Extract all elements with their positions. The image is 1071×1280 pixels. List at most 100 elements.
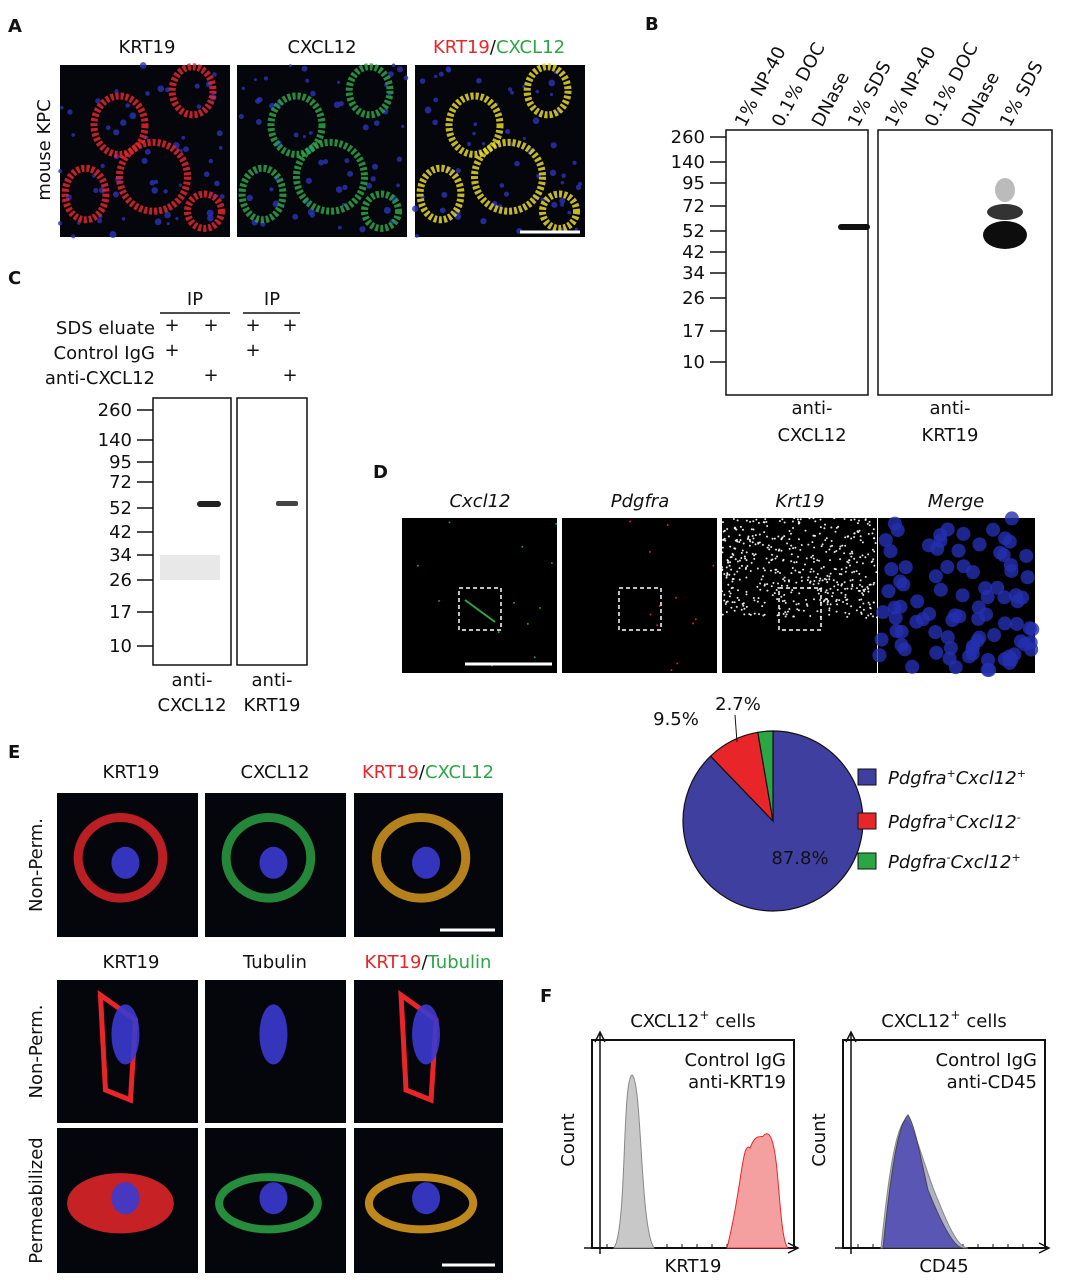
signal: [842, 601, 845, 604]
signal: [768, 548, 771, 551]
signal: [849, 552, 852, 555]
sign: +: [282, 315, 297, 336]
row-label: Non-Perm.: [26, 1004, 47, 1098]
cell-ring: [471, 138, 546, 215]
signal: [905, 659, 920, 674]
signal: [782, 578, 785, 581]
signal: [898, 560, 913, 575]
title-part: CXCL12: [496, 37, 565, 58]
signal: [721, 566, 724, 569]
signal: [721, 521, 724, 524]
signal: [752, 528, 755, 531]
column-title: Merge: [928, 491, 985, 512]
signal: [729, 545, 732, 548]
panel-label: E: [8, 742, 20, 763]
column-title: KRT19: [103, 762, 160, 783]
signal: [818, 588, 821, 591]
nucleus: [113, 129, 120, 136]
nucleus: [433, 97, 439, 103]
inset-box: [778, 587, 822, 631]
signal: [783, 599, 786, 602]
signal: [791, 589, 794, 592]
nucleus: [403, 75, 409, 81]
signal: [835, 598, 838, 601]
signal: [829, 603, 832, 606]
nucleus: [216, 130, 223, 137]
signal: [830, 526, 833, 529]
nucleus: [241, 86, 245, 91]
nucleus: [574, 227, 578, 231]
nucleus: [412, 205, 419, 212]
column-title: Pdgfra: [611, 491, 669, 512]
signal: [726, 600, 729, 603]
marker-label: 26: [109, 570, 132, 591]
nucleus: [308, 131, 313, 135]
signal: [712, 564, 715, 567]
nucleus: [71, 234, 76, 239]
nucleus: [288, 64, 292, 68]
signal: [883, 544, 898, 559]
signal: [811, 554, 814, 557]
signal: [853, 518, 856, 521]
nucleus: [259, 846, 288, 879]
signal: [810, 556, 813, 559]
row-label: anti-CXCL12: [45, 368, 155, 389]
signal: [746, 538, 749, 541]
nucleus: [412, 1182, 441, 1215]
signal: [875, 616, 878, 619]
signal: [666, 524, 669, 527]
signal: [751, 534, 754, 537]
signal: [810, 568, 813, 571]
signal: [811, 541, 814, 544]
signal: [825, 550, 828, 553]
nucleus: [179, 149, 183, 153]
signal: [824, 591, 827, 594]
nucleus: [157, 85, 165, 93]
signal: [861, 562, 864, 565]
signal: [844, 593, 847, 596]
nucleus: [305, 177, 312, 184]
nucleus: [183, 146, 189, 153]
nucleus: [178, 183, 182, 187]
signal: [770, 585, 773, 588]
signal: [765, 557, 768, 560]
signal: [725, 576, 728, 579]
signal: [1003, 558, 1018, 573]
signal: [809, 570, 812, 573]
signal: [870, 561, 873, 564]
signal: [875, 571, 878, 574]
signal: [860, 598, 863, 601]
signal: [825, 589, 828, 592]
signal: [843, 517, 846, 520]
marker-label: 95: [682, 173, 705, 194]
nucleus: [144, 148, 151, 155]
title-part: CXCL12: [630, 1011, 699, 1032]
legend-part: Cxcl12: [956, 812, 1017, 833]
nucleus: [292, 213, 299, 220]
signal: [846, 615, 849, 618]
signal: [825, 537, 828, 540]
nucleus: [575, 184, 582, 191]
signal: [766, 589, 769, 592]
nucleus: [391, 63, 396, 67]
nucleus: [259, 1182, 288, 1215]
signal: [805, 557, 808, 560]
sign: +: [245, 340, 260, 361]
nucleus: [181, 135, 186, 140]
signal: [721, 551, 724, 554]
signal: [745, 551, 748, 554]
signal: [940, 559, 955, 574]
signal: [861, 541, 864, 544]
signal: [729, 592, 732, 595]
signal: [767, 561, 770, 564]
signal: [694, 618, 697, 621]
signal: [792, 547, 795, 550]
signal: [839, 558, 842, 561]
marker-label: 17: [109, 602, 132, 623]
signal: [888, 610, 903, 625]
nucleus: [424, 106, 432, 114]
signal: [818, 559, 821, 562]
signal: [769, 569, 772, 572]
signal: [834, 530, 837, 533]
nucleus: [372, 163, 379, 170]
